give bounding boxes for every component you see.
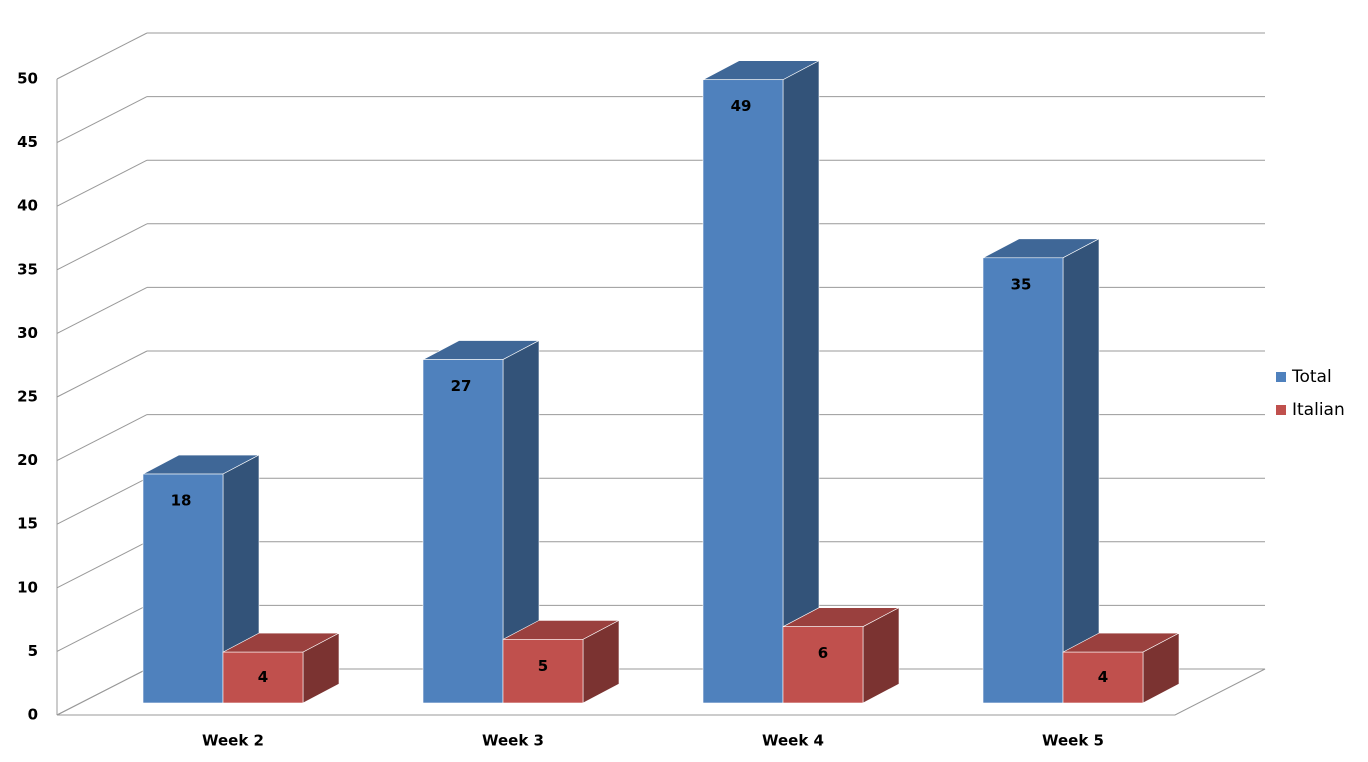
x-tick-label: Week 4 <box>762 732 824 750</box>
y-tick-label: 0 <box>28 706 38 724</box>
value-label: 4 <box>258 668 268 686</box>
grid-line-side <box>56 604 148 652</box>
y-tick-label: 25 <box>17 388 38 406</box>
legend-label: Total <box>1291 367 1332 387</box>
value-label: 4 <box>1098 668 1108 686</box>
value-label: 6 <box>818 644 828 662</box>
value-label: 5 <box>538 657 548 675</box>
grid-line-side <box>56 286 148 334</box>
y-tick-label: 30 <box>17 324 38 342</box>
bar-side <box>782 60 820 704</box>
bar <box>702 79 784 704</box>
grid-line-side <box>56 414 148 462</box>
x-tick-label: Week 2 <box>202 732 264 750</box>
y-tick-label: 10 <box>17 578 38 596</box>
legend-swatch <box>1276 405 1286 415</box>
bar <box>1062 651 1144 704</box>
y-tick-label: 45 <box>17 133 38 151</box>
grid-line-side <box>56 159 148 207</box>
x-tick-label: Week 5 <box>1042 732 1104 750</box>
y-tick-label: 5 <box>28 642 38 660</box>
value-label: 27 <box>451 377 472 395</box>
grid-line-side <box>56 541 148 589</box>
bar <box>142 473 224 704</box>
bar <box>982 257 1064 704</box>
grid-line-side <box>56 477 148 525</box>
bar-side <box>1062 238 1100 704</box>
grid-line-side <box>56 350 148 398</box>
x-tick-label: Week 3 <box>482 732 544 750</box>
y-tick-label: 50 <box>17 70 38 88</box>
y-tick-label: 15 <box>17 515 38 533</box>
y-tick-label: 40 <box>17 197 38 215</box>
bar <box>222 651 304 704</box>
bar <box>782 626 864 704</box>
grid-line-side <box>56 32 148 80</box>
grid-line-side <box>56 223 148 271</box>
grid-line-side <box>56 668 148 716</box>
value-label: 49 <box>731 97 752 115</box>
y-tick-label: 35 <box>17 260 38 278</box>
legend-label: Italian <box>1292 400 1345 420</box>
bar <box>502 639 584 704</box>
legend-swatch <box>1276 372 1286 382</box>
grid-line-side <box>56 96 148 144</box>
y-tick-label: 20 <box>17 451 38 469</box>
value-label: 18 <box>171 492 192 510</box>
value-label: 35 <box>1011 275 1032 293</box>
bar <box>422 359 504 704</box>
